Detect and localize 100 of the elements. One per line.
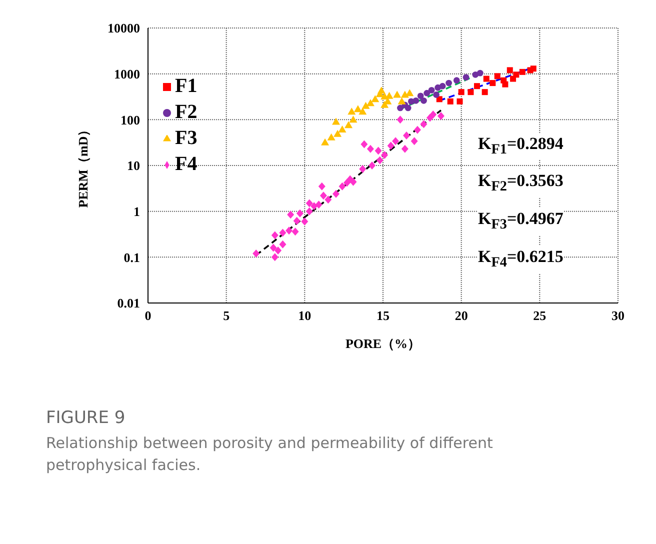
point (437, 112, 444, 120)
legend-label: F3 (175, 127, 198, 149)
point (327, 133, 336, 140)
point (446, 80, 452, 86)
point (310, 202, 318, 210)
point (271, 253, 278, 262)
point (332, 118, 340, 125)
point (320, 192, 327, 200)
point (377, 86, 386, 94)
point (494, 73, 500, 80)
point (287, 210, 294, 219)
point (403, 132, 410, 140)
point (458, 89, 464, 96)
point (306, 207, 313, 216)
point (397, 104, 404, 112)
point (404, 104, 412, 112)
point (376, 156, 384, 164)
y-tick-label: 0.1 (124, 250, 140, 265)
point (393, 90, 402, 98)
point (433, 92, 440, 98)
y-tick-label: 0.01 (117, 296, 140, 311)
point (306, 199, 313, 208)
x-axis-title: PORE（%） (345, 336, 421, 351)
point (371, 95, 380, 102)
point (414, 126, 421, 134)
point (420, 97, 427, 104)
point (366, 144, 374, 153)
y-tick-label: 1000 (114, 66, 140, 82)
point (338, 126, 346, 133)
point (506, 67, 513, 74)
point (387, 142, 394, 150)
point (338, 182, 346, 190)
y-tick-label: 100 (120, 112, 140, 128)
point (354, 105, 362, 112)
y-tick-label: 10 (127, 158, 140, 174)
x-tick-label: 10 (298, 308, 312, 324)
point (344, 121, 353, 128)
point (360, 140, 368, 148)
point (374, 146, 382, 155)
point (483, 76, 490, 82)
point (513, 72, 520, 78)
point (474, 83, 480, 90)
x-tick-label: 20 (454, 308, 468, 324)
y-axis-title: PERM（mD） (76, 123, 91, 208)
point (358, 108, 367, 115)
point (410, 137, 418, 146)
point (456, 98, 463, 104)
point (348, 108, 356, 115)
point (502, 81, 508, 88)
point (274, 246, 282, 254)
point (293, 216, 300, 225)
point (334, 130, 342, 137)
point (398, 97, 406, 104)
legend-label: F1 (175, 75, 198, 97)
point (406, 89, 414, 96)
annotation: K$_{F3}$=0.4967 (478, 208, 564, 236)
point (366, 99, 374, 106)
point (332, 190, 340, 198)
text: FIGURE 9 (46, 408, 126, 428)
point (271, 231, 278, 240)
point (359, 164, 366, 173)
point (476, 70, 484, 76)
legend-label: F4 (175, 153, 198, 175)
point (279, 240, 286, 248)
point (439, 82, 446, 90)
point (292, 228, 299, 236)
point (420, 120, 428, 128)
x-tick-label: 5 (223, 308, 230, 324)
point (252, 250, 260, 258)
point (392, 137, 400, 146)
point (321, 138, 330, 146)
point (417, 92, 424, 100)
point (368, 162, 376, 170)
legend-label: F2 (175, 101, 198, 123)
point (428, 86, 435, 94)
point (286, 226, 292, 235)
point (301, 218, 308, 226)
point (519, 68, 526, 75)
point (447, 98, 454, 104)
x-tick-label: 30 (612, 308, 624, 324)
point (468, 89, 474, 96)
point (401, 144, 408, 153)
point (270, 244, 277, 252)
x-tick-label: 15 (376, 308, 390, 324)
point (350, 178, 357, 186)
point (430, 110, 437, 118)
y-tick-label: 1 (134, 204, 140, 219)
point (462, 74, 470, 81)
point (349, 116, 358, 123)
point (315, 200, 322, 209)
x-tick-label: 0 (144, 308, 152, 324)
point (381, 150, 388, 159)
annotation: K$_{F4}$=0.6215 (478, 246, 564, 273)
point (490, 80, 496, 86)
point (453, 77, 460, 84)
point (424, 90, 430, 96)
point (296, 209, 304, 218)
x-tick-label: 25 (533, 308, 547, 324)
point (530, 66, 536, 72)
point (279, 228, 286, 237)
